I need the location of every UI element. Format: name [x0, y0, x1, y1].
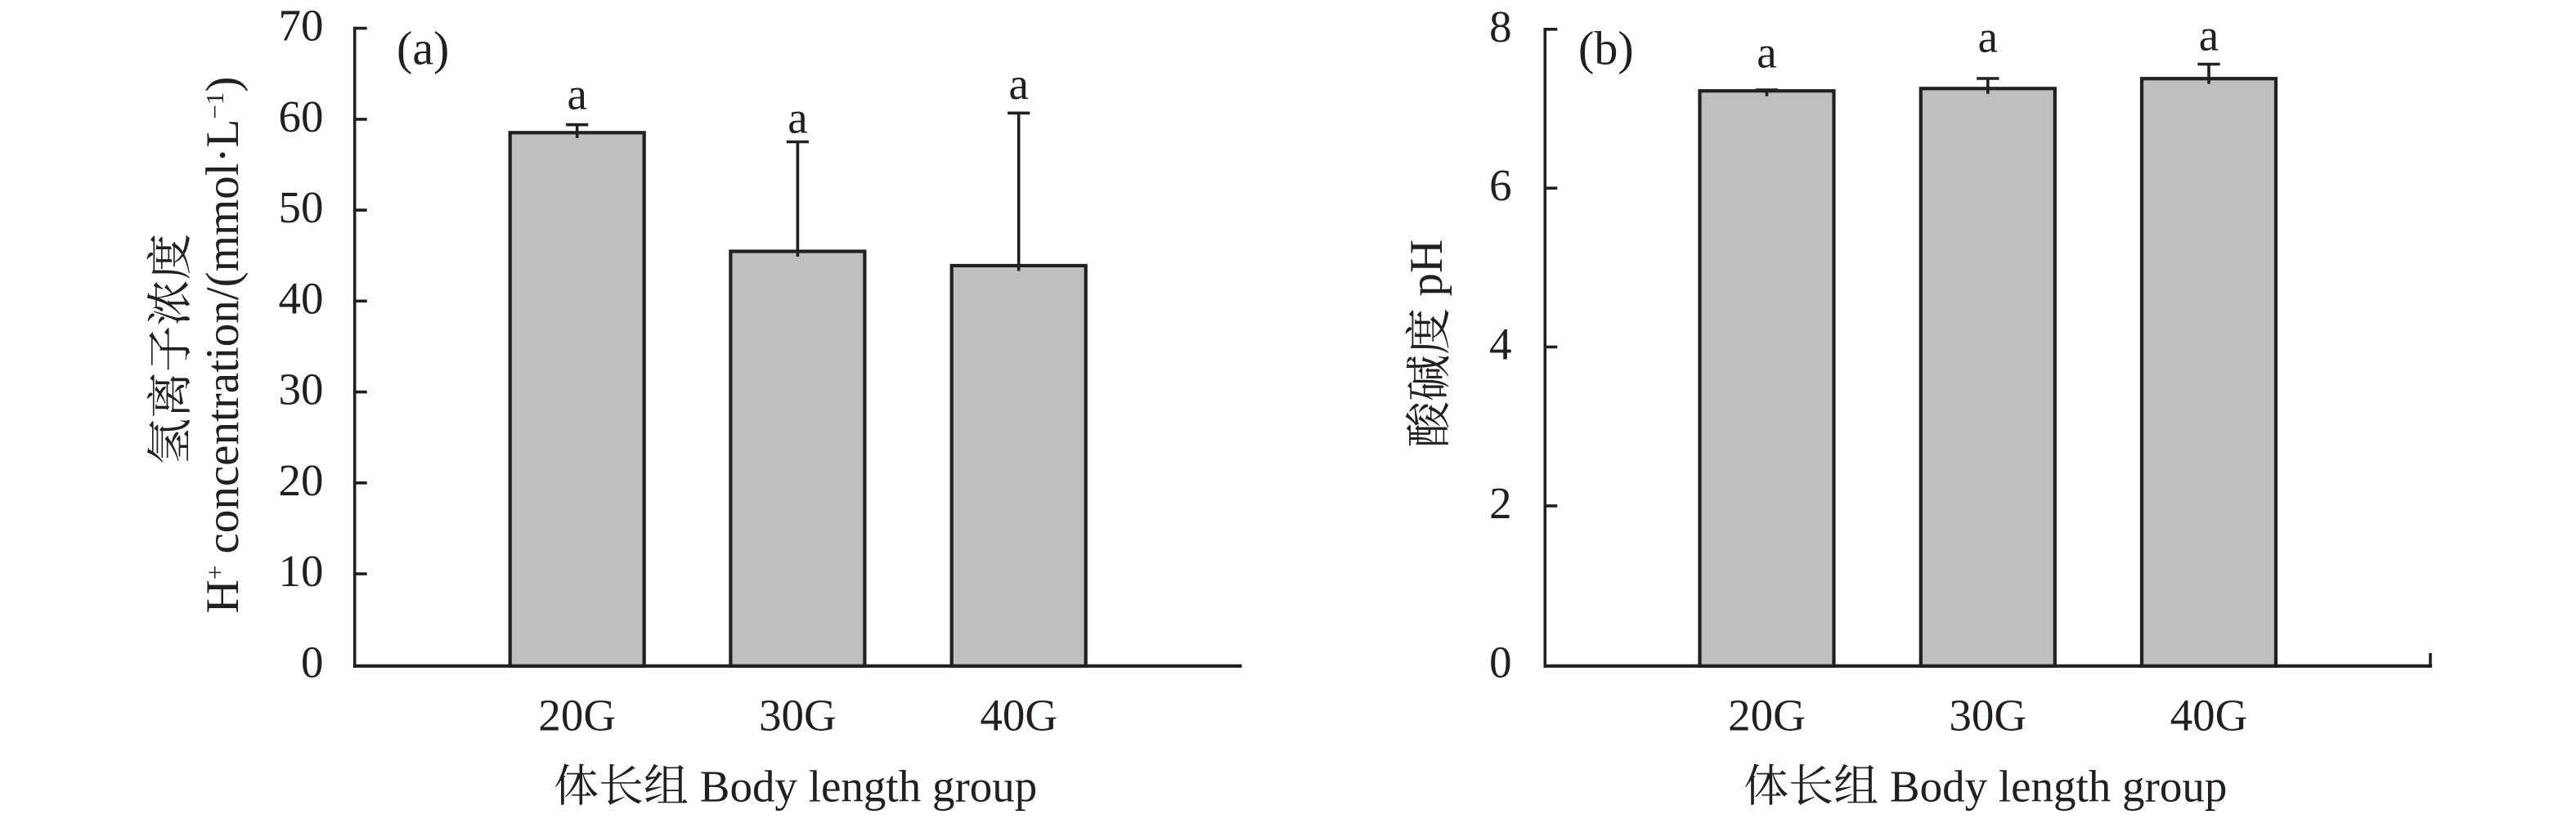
svg-text:8: 8 [1489, 2, 1512, 51]
svg-text:Body length group: Body length group [1890, 762, 2227, 812]
svg-text:Body length group: Body length group [700, 762, 1037, 812]
svg-text:a: a [1008, 59, 1028, 109]
svg-text:a: a [1757, 28, 1776, 78]
svg-text:a: a [1978, 12, 1998, 62]
svg-text:70: 70 [279, 1, 324, 51]
svg-text:40G: 40G [2170, 690, 2248, 740]
svg-text:(a): (a) [397, 22, 449, 75]
svg-text:pH: pH [1401, 239, 1452, 297]
svg-text:30: 30 [279, 365, 324, 414]
svg-text:0: 0 [301, 637, 324, 687]
svg-text:40: 40 [279, 273, 324, 323]
svg-text:0: 0 [1489, 637, 1512, 687]
svg-text:4: 4 [1489, 320, 1512, 369]
svg-text:20G: 20G [538, 690, 616, 740]
svg-text:6: 6 [1489, 160, 1512, 210]
svg-text:a: a [567, 69, 586, 119]
svg-text:(b): (b) [1578, 22, 1634, 75]
svg-text:60: 60 [279, 92, 324, 141]
svg-text:30G: 30G [1949, 690, 2026, 740]
svg-text:a: a [2199, 11, 2219, 60]
svg-text:a: a [788, 93, 807, 143]
svg-text:50: 50 [279, 182, 324, 232]
svg-text:20G: 20G [1728, 690, 1806, 740]
svg-text:H+ concentration/(mmol·L−1): H+ concentration/(mmol·L−1) [197, 77, 249, 614]
svg-text:30G: 30G [759, 690, 837, 740]
svg-text:40G: 40G [980, 690, 1057, 740]
svg-text:2: 2 [1489, 478, 1512, 528]
svg-text:20: 20 [279, 455, 324, 505]
svg-text:10: 10 [279, 546, 324, 596]
